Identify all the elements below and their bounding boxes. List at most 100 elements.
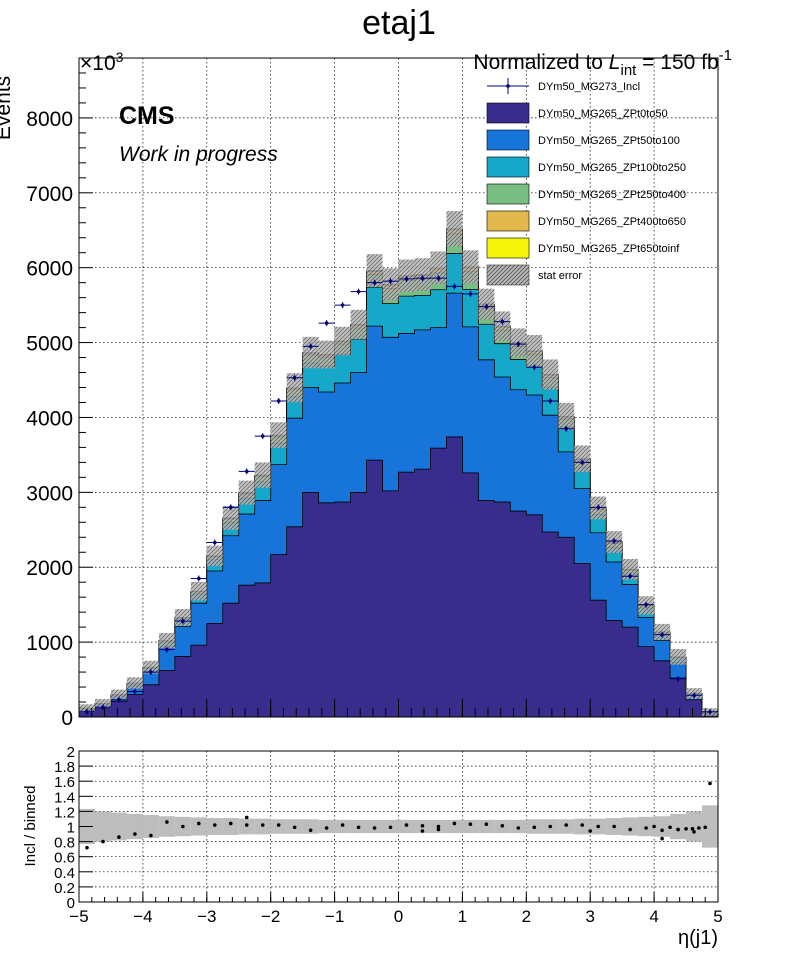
y-tick-label: 2000 (26, 557, 73, 580)
data-point (676, 677, 680, 681)
x-tick-label: 4 (649, 907, 658, 926)
legend-swatch (486, 237, 530, 259)
stat-error-box (446, 211, 463, 247)
ratio-point (292, 825, 297, 830)
legend-label: DYm50_MG265_ZPt0to50 (538, 108, 668, 120)
stat-error-box (254, 462, 271, 488)
data-point (452, 284, 457, 289)
ratio-point (564, 823, 569, 827)
data-point (580, 460, 585, 465)
ratio-point (596, 824, 600, 829)
legend-label: DYm50_MG265_ZPt400to650 (538, 216, 686, 228)
data-point (181, 619, 185, 623)
ratio-point (468, 822, 473, 827)
legend: DYm50_MG273_Incl DYm50_MG265_ZPt0to50 DYm5… (486, 78, 686, 286)
y-tick-label: 5000 (26, 333, 73, 356)
ratio-y-tick-label: 1.6 (54, 774, 75, 791)
data-point (308, 344, 313, 349)
ratio-y-tick-label: 0.8 (54, 835, 75, 852)
ratio-point (85, 845, 89, 850)
ratio-point (420, 823, 425, 828)
ratio-error-box (142, 815, 159, 838)
ratio-y-tick-label: 1.4 (54, 789, 75, 806)
ratio-point (484, 822, 489, 827)
ratio-error-box (302, 819, 319, 834)
legend-swatch-stat-error (486, 264, 530, 286)
stat-error-box (206, 545, 223, 567)
ratio-error-box (622, 817, 639, 836)
ratio-point (612, 824, 616, 829)
ratio-point (660, 836, 664, 841)
stat-error-box (574, 445, 591, 473)
lumi-prefix: Normalized to (473, 51, 608, 74)
stat-error-box (430, 251, 447, 285)
legend-label: DYm50_MG265_ZPt650toinf (538, 243, 680, 255)
ratio-error-box (702, 805, 718, 848)
ratio-error-box (654, 816, 671, 837)
x-tick-label: −1 (325, 907, 344, 926)
data-point (149, 670, 153, 674)
stat-error-box (190, 581, 207, 601)
stat-error-box (350, 309, 367, 340)
data-point (500, 319, 505, 324)
y-tick-label: 8000 (26, 108, 73, 131)
data-point (564, 426, 569, 431)
stat-error-box (270, 422, 287, 448)
ratio-point (228, 821, 233, 826)
ratio-point (692, 829, 696, 834)
ratio-point (133, 832, 137, 836)
ratio-y-tick-label: 0.6 (54, 850, 75, 867)
ratio-point (452, 821, 457, 826)
ratio-point (420, 829, 425, 833)
ratio-point (244, 815, 249, 820)
x-tick-label: −3 (197, 907, 216, 926)
data-point (644, 602, 648, 607)
ratio-point (212, 823, 217, 827)
ratio-point (404, 823, 409, 827)
ratio-error-box (670, 813, 687, 840)
data-point (276, 399, 281, 403)
ratio-point (548, 824, 553, 829)
stat-error-box (334, 326, 351, 356)
data-point (117, 697, 121, 702)
data-point (420, 276, 425, 280)
data-point (692, 693, 696, 698)
legend-label: DYm50_MG265_ZPt50to100 (538, 135, 680, 147)
work-in-progress-label: Work in progress (119, 143, 278, 166)
ratio-point (117, 835, 121, 839)
data-point (516, 342, 521, 346)
y-axis-title: Events (0, 76, 15, 140)
ratio-point (436, 824, 441, 829)
stat-error-box (222, 505, 239, 530)
stat-error-box (126, 677, 143, 689)
lumi-symbol: L (609, 51, 621, 74)
ratio-y-tick-label: 1 (67, 820, 75, 837)
ratio-point (260, 823, 265, 827)
ratio-point (676, 827, 680, 832)
y-tick-label: 6000 (26, 258, 73, 281)
lumi-label: Normalized to Lint = 150 fb-1 (473, 47, 732, 79)
ratio-y-tick-label: 1.8 (54, 759, 75, 776)
x-tick-label: 2 (522, 907, 531, 926)
data-point (708, 709, 712, 714)
ratio-point (165, 820, 169, 824)
stat-error-box (158, 633, 175, 649)
stat-error-box (302, 336, 319, 369)
stat-error-box (462, 250, 479, 284)
ratio-point (388, 825, 393, 830)
ratio-point (684, 826, 688, 831)
stat-error-box (558, 402, 575, 430)
lumi-superscript: -1 (719, 47, 732, 64)
ratio-error-box (446, 819, 463, 834)
data-point (292, 375, 297, 380)
legend-label: stat error (538, 270, 582, 282)
stat-error-box (542, 359, 559, 390)
stat-error-box (110, 689, 127, 700)
ratio-point (436, 827, 441, 832)
chart-title: etaj1 (362, 4, 436, 42)
ratio-point (356, 825, 361, 830)
ratio-point (372, 826, 377, 830)
stat-error-box (382, 268, 399, 301)
ratio-point (516, 826, 521, 830)
stat-error-box (494, 311, 511, 341)
